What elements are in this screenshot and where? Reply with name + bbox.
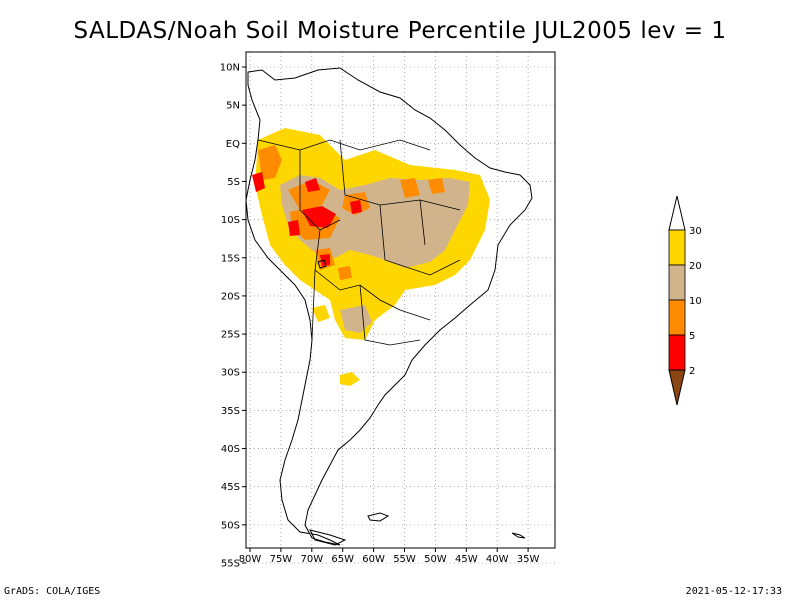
shade-2-5: [252, 172, 265, 192]
tierra-del-fuego: [309, 529, 347, 546]
legend-box-10-20: [668, 264, 686, 301]
shade-5-10-e: [400, 178, 420, 198]
footer-timestamp: 2021-05-12-17:33: [685, 586, 782, 597]
legend-arrow-top: [668, 195, 686, 231]
shade-5-10-f: [428, 178, 445, 194]
lat-tick-label: 10S: [221, 215, 240, 226]
border-lines: [257, 139, 461, 346]
map-title: SALDAS/Noah Soil Moisture Percentile JUL…: [73, 18, 727, 44]
latitude-labels: 10N 5N EQ 5S 10S 15S 20S 25S 30S 35S 40S 45S 50S 55S: [220, 63, 246, 570]
lat-tick-label: EQ: [226, 139, 240, 150]
shade-5-10-b: [288, 180, 330, 210]
lon-tick-label: 65W: [331, 554, 354, 565]
south-georgia: [511, 532, 526, 539]
legend-label-30: 30: [689, 226, 702, 237]
lake-titicaca: [317, 259, 327, 269]
lon-tick-label: 60W: [362, 554, 385, 565]
lon-tick-label: 35W: [517, 554, 540, 565]
lat-tick-label: 50S: [221, 520, 240, 531]
shade-2-5-d: [305, 178, 320, 192]
lat-tick-label: 25S: [221, 330, 240, 341]
lon-tick-label: 45W: [455, 554, 478, 565]
map-frame: [245, 51, 556, 549]
shade-10-20: [280, 175, 470, 268]
lat-tick-label: 10N: [220, 63, 240, 74]
shade-2-5-e: [350, 200, 362, 214]
lon-tick-label: 50W: [424, 554, 447, 565]
coastline: [246, 67, 533, 546]
legend-box-5-10: [668, 299, 686, 336]
lon-tick-label: 55W: [393, 554, 416, 565]
footer-credit: GrADS: COLA/IGES: [4, 586, 101, 597]
legend-box-20-30: [668, 229, 686, 266]
legend-label-20: 20: [689, 261, 702, 272]
lat-tick-label: 5S: [227, 177, 240, 188]
falklands: [367, 512, 390, 522]
shade-2-5-c: [288, 220, 300, 236]
lat-tick-label: 35S: [221, 406, 240, 417]
legend-label-5: 5: [689, 331, 695, 342]
legend-label-10: 10: [689, 296, 702, 307]
longitude-labels: 80W 75W 70W 65W 60W 55W 50W 45W 40W 35W: [239, 548, 540, 565]
lat-tick-label: 5N: [226, 101, 240, 112]
shade-2-5-b: [302, 206, 336, 228]
lat-tick-label: 40S: [221, 444, 240, 455]
lat-tick-label: 15S: [221, 253, 240, 264]
continent-outline: [246, 67, 533, 546]
shade-5-10-h: [338, 266, 352, 280]
lat-tick-label: 55S: [221, 559, 240, 570]
shade-5-10: [258, 145, 282, 180]
lon-tick-label: 80W: [239, 554, 262, 565]
color-legend: 30 20 10 5 2: [668, 195, 702, 406]
lon-tick-label: 70W: [300, 554, 323, 565]
lon-tick-label: 75W: [270, 554, 293, 565]
lat-tick-label: 30S: [221, 368, 240, 379]
percentile-shading: [252, 128, 490, 386]
shade-2-5-f: [320, 254, 330, 266]
shade-20-30-south: [340, 372, 360, 386]
legend-box-2-5: [668, 334, 686, 371]
graticule: [246, 52, 555, 564]
lat-tick-label: 45S: [221, 482, 240, 493]
legend-arrow-bottom: [668, 369, 686, 406]
legend-label-2: 2: [689, 366, 695, 377]
lon-tick-label: 40W: [486, 554, 509, 565]
lat-tick-label: 20S: [221, 291, 240, 302]
shade-20-30-sw: [312, 305, 330, 322]
